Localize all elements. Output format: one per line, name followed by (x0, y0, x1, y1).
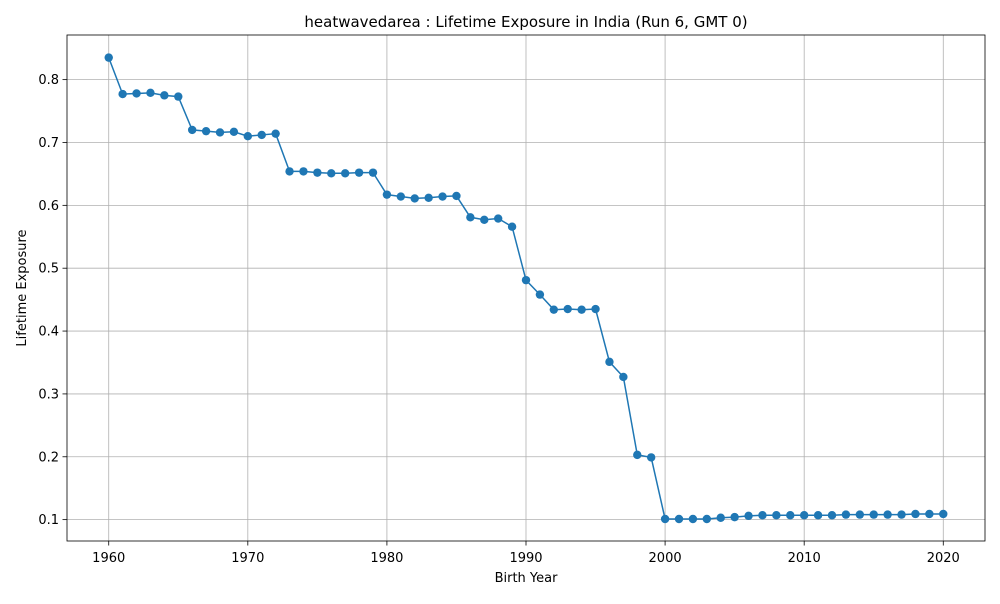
data-point (577, 305, 586, 314)
data-point (897, 510, 906, 519)
data-point (702, 514, 712, 524)
data-point (174, 92, 183, 101)
data-point (285, 167, 294, 176)
data-point (646, 453, 656, 462)
data-point (507, 222, 517, 231)
data-point (605, 357, 614, 367)
x-tick-label: 2020 (927, 551, 960, 566)
data-point (354, 168, 364, 177)
data-point (480, 215, 489, 224)
data-point (382, 190, 392, 199)
data-point (660, 514, 670, 524)
data-point (187, 125, 197, 135)
series-exposure (104, 53, 948, 524)
data-point (758, 511, 767, 520)
data-point (772, 511, 781, 520)
x-tick-label: 1960 (92, 551, 125, 566)
data-point (591, 304, 600, 314)
x-tick-label: 2000 (649, 551, 682, 566)
data-point (925, 509, 934, 519)
data-point (299, 167, 308, 176)
data-point (257, 130, 266, 140)
y-tick-label: 0.8 (38, 73, 59, 88)
data-point (549, 305, 559, 314)
y-tick-label: 0.1 (38, 513, 59, 528)
data-point (340, 169, 350, 178)
data-point (883, 510, 892, 519)
data-point (104, 53, 113, 62)
x-axis-label: Birth Year (495, 571, 559, 586)
data-point (619, 372, 628, 382)
x-axis: 1960 1970 1980 1990 2000 2010 2020 (92, 541, 960, 566)
data-point (313, 168, 322, 177)
data-point (813, 511, 823, 520)
data-point (410, 194, 419, 203)
y-tick-label: 0.3 (38, 387, 59, 402)
data-point (688, 514, 698, 524)
data-point (730, 512, 739, 522)
data-point (633, 450, 642, 460)
data-point (939, 509, 948, 519)
grid (67, 35, 985, 541)
data-point (271, 129, 280, 138)
x-tick-label: 1980 (370, 551, 403, 566)
data-point (855, 510, 865, 519)
data-point (368, 168, 378, 177)
data-point (744, 511, 753, 521)
data-point (160, 91, 169, 100)
y-tick-label: 0.7 (38, 136, 59, 151)
data-point (243, 132, 253, 141)
data-point (452, 191, 461, 201)
data-point (841, 510, 851, 519)
data-point (215, 128, 225, 137)
data-point (493, 214, 503, 223)
y-axis-label: Lifetime Exposure (15, 229, 30, 346)
data-point (118, 89, 127, 99)
x-tick-label: 1990 (509, 551, 542, 566)
data-point (786, 511, 795, 520)
data-point (535, 290, 545, 299)
data-point (229, 127, 239, 136)
y-tick-label: 0.2 (38, 450, 59, 465)
data-point (716, 513, 725, 522)
chart-title: heatwavedarea : Lifetime Exposure in Ind… (304, 13, 747, 31)
data-point (521, 275, 531, 285)
y-tick-label: 0.4 (38, 325, 59, 340)
data-point (563, 304, 572, 314)
y-tick-label: 0.5 (38, 262, 59, 277)
x-tick-label: 2010 (788, 551, 821, 566)
data-point (799, 511, 809, 520)
y-tick-label: 0.6 (38, 199, 59, 214)
data-point (827, 511, 837, 520)
data-point (146, 88, 155, 98)
data-point (396, 192, 406, 201)
data-point (438, 192, 447, 201)
data-point (132, 89, 141, 98)
data-point (466, 213, 475, 222)
data-point (869, 510, 878, 519)
data-point (911, 509, 920, 519)
data-point (327, 169, 336, 178)
data-point (674, 514, 684, 524)
data-point (201, 126, 211, 136)
data-point (424, 193, 433, 202)
x-tick-label: 1970 (231, 551, 264, 566)
y-axis: 0.1 0.2 0.3 0.4 0.5 0.6 0.7 0.8 (38, 73, 67, 528)
